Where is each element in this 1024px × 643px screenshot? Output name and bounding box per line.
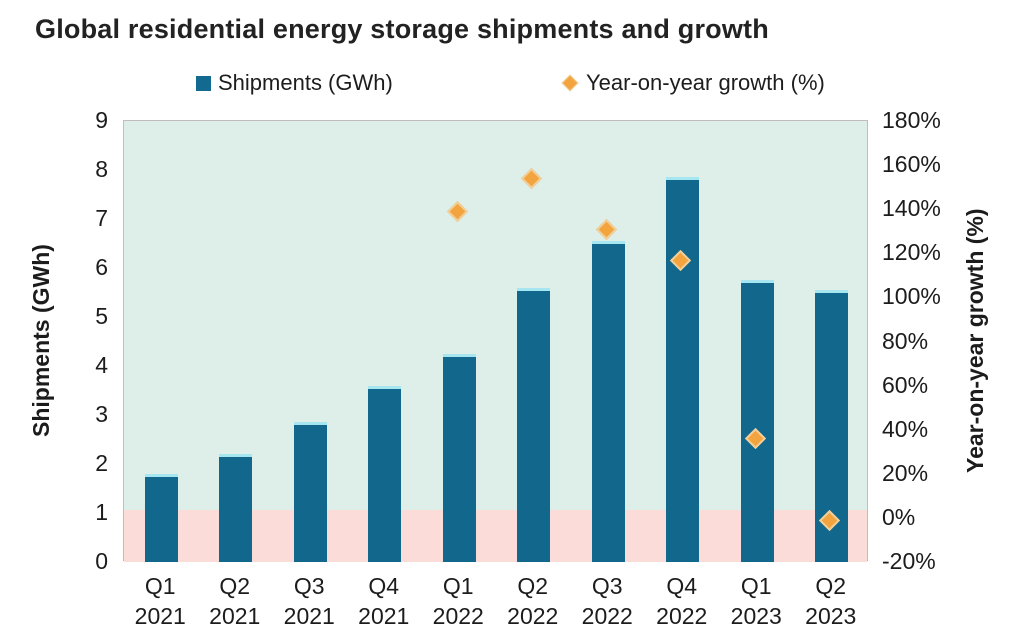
bar-q3-2022 [591, 241, 625, 562]
diamond-series-swatch-icon [561, 74, 579, 92]
bar-q3-2021 [293, 422, 327, 562]
y-right-tick-40pct: 40% [882, 415, 929, 442]
bar-series-swatch-icon [196, 75, 211, 91]
bar-q1-2021 [144, 473, 178, 562]
y-right-tick-100pct: 100% [882, 283, 941, 310]
y-right-tick-60pct: 60% [882, 371, 929, 398]
chart-title: Global residential energy storage shipme… [35, 14, 769, 44]
legend-item-growth: Year-on-year growth (%) [561, 70, 825, 96]
y-right-tick-180pct: 180% [882, 107, 941, 133]
bar-q4-2022 [666, 177, 700, 562]
bar-q2-2021 [219, 454, 253, 562]
y-left-tick-8: 8 [95, 156, 108, 182]
legend: Shipments (GWh) Year-on-year growth (%) [0, 70, 1024, 100]
y-right-tick-120pct: 120% [882, 239, 941, 266]
y-left-tick-0: 0 [95, 548, 108, 574]
bar-q1-2022 [442, 353, 476, 562]
y-left-tick-3: 3 [95, 401, 108, 427]
x-label-q1-2021: Q1 2021 [134, 573, 186, 629]
y-right-tick-0pct: 0% [882, 503, 916, 530]
x-label-q4-2022: Q4 2022 [656, 573, 708, 629]
x-label-q4-2021: Q4 2021 [358, 573, 410, 629]
x-label-q3-2022: Q3 2022 [581, 573, 633, 629]
legend-label-shipments: Shipments (GWh) [218, 70, 393, 95]
y-left-tick-2: 2 [95, 450, 108, 476]
y-right-tick--20pct: -20% [882, 548, 936, 574]
y-right-tick-80pct: 80% [882, 327, 929, 354]
y-left-tick-6: 6 [95, 254, 108, 280]
plot-area [123, 120, 868, 562]
y-axis-left-title: Shipments (GWh) [28, 244, 54, 437]
bar-q1-2023 [740, 280, 774, 562]
x-label-q1-2022: Q1 2022 [432, 573, 484, 629]
x-label-q3-2021: Q3 2021 [283, 573, 335, 629]
y-left-tick-1: 1 [95, 499, 108, 525]
y-left-tick-4: 4 [95, 352, 108, 378]
legend-label-growth: Year-on-year growth (%) [586, 70, 825, 95]
y-left-tick-9: 9 [95, 107, 108, 133]
x-label-q1-2023: Q1 2023 [730, 573, 782, 629]
y-right-tick-140pct: 140% [882, 195, 941, 222]
y-left-tick-7: 7 [95, 205, 108, 231]
y-right-tick-20pct: 20% [882, 459, 929, 486]
x-label-q2-2022: Q2 2022 [507, 573, 559, 629]
y-right-tick-160pct: 160% [882, 151, 941, 178]
bar-q4-2021 [368, 385, 402, 562]
bar-q2-2022 [517, 287, 551, 562]
x-label-q2-2021: Q2 2021 [209, 573, 261, 629]
legend-item-shipments: Shipments (GWh) [196, 70, 393, 96]
y-left-tick-5: 5 [95, 303, 108, 329]
x-label-q2-2023: Q2 2023 [805, 573, 857, 629]
